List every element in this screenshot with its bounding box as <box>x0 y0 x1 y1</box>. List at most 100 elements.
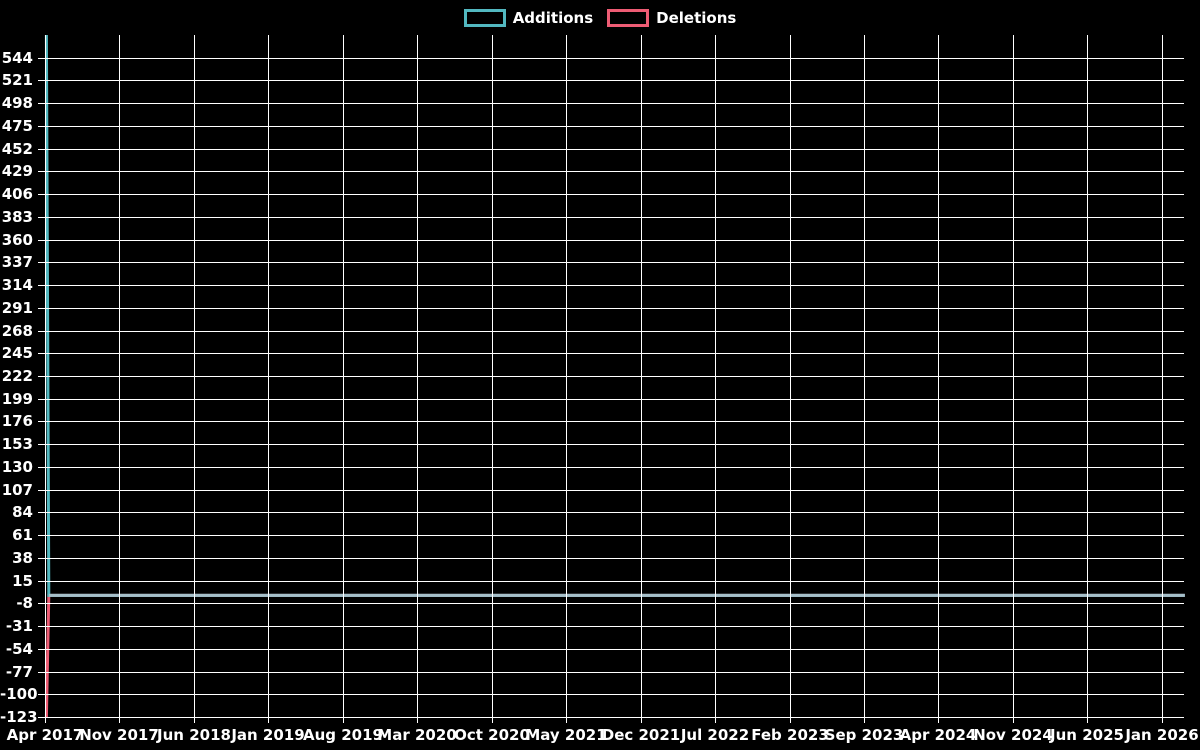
h-gridline <box>38 581 1184 582</box>
x-tick-label: Jan 2019 <box>231 726 305 744</box>
h-gridline <box>38 672 1184 673</box>
y-tick-label: 521 <box>1 71 33 89</box>
v-gridline <box>194 35 195 723</box>
v-gridline <box>343 35 344 723</box>
y-tick-label: 176 <box>1 412 33 430</box>
h-gridline <box>38 626 1184 627</box>
y-tick-label: 38 <box>12 549 33 567</box>
v-gridline <box>417 35 418 723</box>
x-tick-label: Nov 2017 <box>79 726 159 744</box>
v-gridline <box>864 35 865 723</box>
legend-swatch-deletions <box>607 9 650 27</box>
deletions-line <box>44 593 1185 718</box>
y-tick-label: 314 <box>1 276 33 294</box>
y-tick-label: -31 <box>5 617 33 635</box>
y-tick-label: 84 <box>12 503 33 521</box>
y-tick-label: 452 <box>1 140 33 158</box>
h-gridline <box>38 649 1184 650</box>
x-tick-label: Jun 2018 <box>157 726 231 744</box>
x-tick-label: Apr 2024 <box>899 726 977 744</box>
x-tick-label: Sep 2023 <box>824 726 904 744</box>
y-tick-label: 429 <box>1 162 33 180</box>
h-gridline <box>38 444 1184 445</box>
legend-label-deletions: Deletions <box>656 9 737 27</box>
y-tick-label: 268 <box>1 322 33 340</box>
x-tick-label: May 2021 <box>525 726 607 744</box>
v-gridline <box>715 35 716 723</box>
x-tick-label: Aug 2019 <box>303 726 383 744</box>
x-tick-label: Jul 2022 <box>680 726 750 744</box>
h-gridline <box>38 80 1184 81</box>
x-tick-label: Nov 2024 <box>973 726 1053 744</box>
legend-item-additions[interactable]: Additions <box>463 9 594 27</box>
x-tick-label: Jun 2025 <box>1050 726 1124 744</box>
h-gridline <box>38 194 1184 195</box>
y-tick-label: 291 <box>1 299 33 317</box>
y-tick-label: -77 <box>5 663 33 681</box>
h-gridline <box>38 467 1184 468</box>
v-gridline <box>492 35 493 723</box>
h-gridline <box>38 217 1184 218</box>
y-tick-label: 15 <box>12 572 33 590</box>
h-gridline <box>38 490 1184 491</box>
h-gridline <box>38 103 1184 104</box>
x-tick-label: Mar 2020 <box>377 726 457 744</box>
y-tick-label: 107 <box>1 481 33 499</box>
y-tick-label: 130 <box>1 458 33 476</box>
x-tick-label: Oct 2020 <box>454 726 530 744</box>
v-gridline <box>1013 35 1014 723</box>
y-tick-label: -100 <box>0 685 38 703</box>
x-tick-label: Jan 2026 <box>1125 726 1199 744</box>
chart-legend: Additions Deletions <box>0 7 1200 29</box>
h-gridline <box>38 308 1184 309</box>
h-gridline <box>38 558 1184 559</box>
y-tick-label: 498 <box>1 94 33 112</box>
h-gridline <box>38 262 1184 263</box>
x-tick-label: Feb 2023 <box>751 726 829 744</box>
h-gridline <box>38 126 1184 127</box>
v-gridline <box>1087 35 1088 723</box>
h-gridline <box>38 353 1184 354</box>
y-tick-label: 61 <box>12 526 33 544</box>
v-gridline <box>1162 35 1163 723</box>
legend-swatch-additions <box>463 9 506 27</box>
x-tick-label: Dec 2021 <box>601 726 681 744</box>
y-tick-label: 245 <box>1 344 33 362</box>
v-gridline <box>268 35 269 723</box>
v-gridline <box>566 35 567 723</box>
y-tick-label: 383 <box>1 208 33 226</box>
legend-label-additions: Additions <box>512 9 594 27</box>
legend-item-deletions[interactable]: Deletions <box>607 9 736 27</box>
h-gridline <box>38 421 1184 422</box>
h-gridline <box>38 603 1184 604</box>
v-gridline <box>790 35 791 723</box>
x-tick-label: Apr 2017 <box>6 726 84 744</box>
y-tick-label: -123 <box>0 708 38 726</box>
h-gridline <box>38 149 1184 150</box>
y-tick-label: 406 <box>1 185 33 203</box>
v-gridline <box>641 35 642 723</box>
h-gridline <box>38 240 1184 241</box>
y-tick-label: 337 <box>1 253 33 271</box>
y-tick-label: 222 <box>1 367 33 385</box>
v-gridline <box>938 35 939 723</box>
y-tick-label: 153 <box>1 435 33 453</box>
h-gridline <box>38 717 1184 718</box>
h-gridline <box>38 399 1184 400</box>
y-tick-label: -8 <box>16 594 33 612</box>
h-gridline <box>38 58 1184 59</box>
h-gridline <box>38 512 1184 513</box>
h-gridline <box>38 285 1184 286</box>
h-gridline <box>38 535 1184 536</box>
h-gridline <box>38 694 1184 695</box>
v-gridline <box>45 35 46 723</box>
h-gridline <box>38 171 1184 172</box>
h-gridline <box>38 376 1184 377</box>
y-tick-label: 360 <box>1 231 33 249</box>
y-tick-label: 475 <box>1 117 33 135</box>
y-tick-label: 544 <box>1 49 33 67</box>
h-gridline <box>38 331 1184 332</box>
